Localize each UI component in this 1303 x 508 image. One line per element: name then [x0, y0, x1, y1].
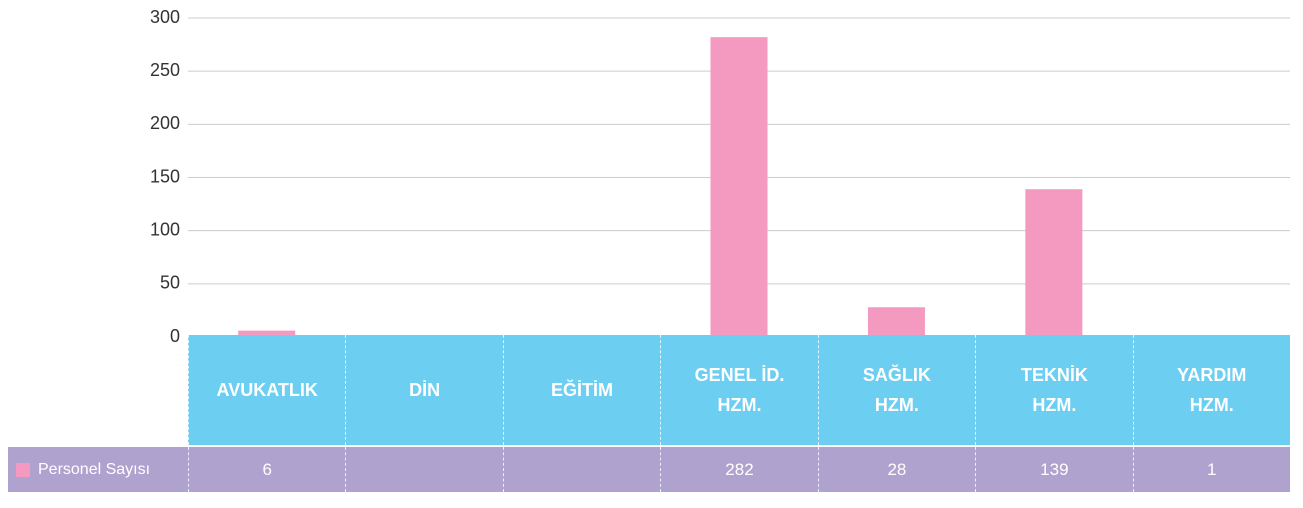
value-label: 6	[262, 459, 272, 479]
x-tick-label: YARDIM HZM.	[1177, 365, 1247, 415]
value-cell	[502, 447, 661, 492]
value-cell	[345, 447, 503, 492]
bar	[238, 330, 296, 337]
bar	[710, 37, 768, 337]
x-tick-label: SAĞLIK HZM.	[862, 365, 931, 415]
x-tick-label: GENEL İD. HZM.	[694, 365, 785, 415]
y-tick-label: 50	[160, 273, 180, 293]
value-label: 1	[1207, 459, 1217, 479]
y-tick-label: 300	[150, 7, 180, 27]
value-cell: 1	[1132, 447, 1290, 492]
x-tick-label: TEKNİK HZM.	[1020, 365, 1088, 415]
legend-label: Personel Sayısı	[38, 460, 151, 478]
category-header: TEKNİK HZM.	[975, 335, 1133, 445]
category-header: AVUKATLIK	[188, 335, 346, 445]
y-tick-label: 100	[150, 219, 180, 239]
x-tick-label: DİN	[409, 380, 441, 400]
value-cell: 28	[817, 447, 976, 492]
value-cell: 282	[660, 447, 818, 492]
category-header: EĞİTİM	[502, 335, 661, 445]
value-cell: 6	[188, 447, 346, 492]
value-label: 139	[1040, 459, 1069, 479]
y-tick-label: 250	[150, 60, 180, 80]
value-label: 28	[887, 459, 907, 479]
x-tick-label: AVUKATLIK	[216, 380, 318, 400]
legend-swatch	[16, 462, 30, 477]
y-tick-label: 200	[150, 113, 180, 133]
y-tick-label: 150	[150, 166, 180, 186]
value-cell: 139	[975, 447, 1133, 492]
category-header: DİN	[345, 335, 503, 445]
category-header: SAĞLIK HZM.	[817, 335, 976, 445]
y-tick-label: 0	[170, 326, 180, 346]
bar	[867, 307, 925, 337]
legend-cell: Personel Sayısı	[8, 447, 188, 492]
value-label: 282	[725, 459, 754, 479]
bar	[1025, 189, 1083, 337]
category-header: GENEL İD. HZM.	[660, 335, 818, 445]
category-header: YARDIM HZM.	[1132, 335, 1290, 445]
x-tick-label: EĞİTİM	[551, 380, 614, 400]
